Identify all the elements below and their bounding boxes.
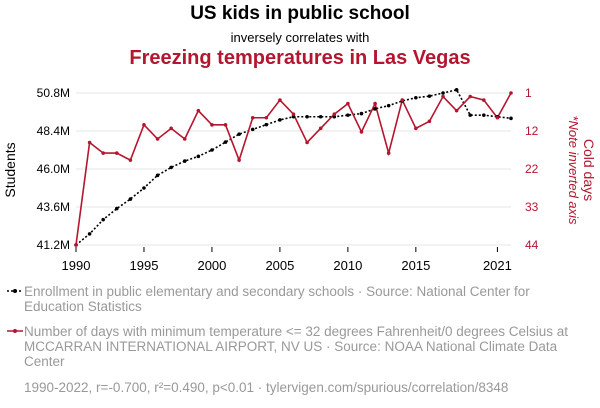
y-tick-right: 44 <box>525 238 539 252</box>
y-tick-left: 43.6M <box>37 200 70 214</box>
footer-stats: 1990-2022, r=-0.700, r²=0.490, p<0.01 · … <box>24 380 509 395</box>
point-students-2010 <box>346 113 350 117</box>
point-students-2003 <box>250 127 255 132</box>
y-tick-right: 12 <box>525 124 539 138</box>
point-cold-days-2006 <box>291 112 296 117</box>
point-cold-days-1990 <box>74 243 78 247</box>
y-tick-right: 33 <box>525 200 539 214</box>
grid <box>76 92 511 246</box>
y-axis-label-right: Cold days <box>581 139 597 201</box>
y-tick-left: 46.0M <box>37 162 70 176</box>
point-students-2008 <box>318 114 323 119</box>
y-axis-label-left: Students <box>2 142 18 197</box>
point-students-1999 <box>196 154 201 159</box>
point-students-2015 <box>414 95 418 100</box>
legend-text-students: Enrollment in public elementary and seco… <box>24 284 530 314</box>
y-tick-right: 22 <box>525 162 539 176</box>
point-cold-days-2000 <box>210 123 214 127</box>
x-tick-label: 1995 <box>130 258 159 273</box>
point-cold-days-2001 <box>223 123 228 127</box>
y-tick-left: 48.4M <box>37 124 70 138</box>
point-cold-days-2022 <box>509 91 513 95</box>
point-cold-days-2005 <box>278 98 282 102</box>
point-students-1995 <box>142 186 146 190</box>
legend-swatch-cold-days <box>7 329 23 333</box>
axes: 50.8M 1 48.4M 12 46.0M 22 43.6M 33 41.2M 44 1990 19… <box>37 86 539 273</box>
x-tick-label: 2015 <box>401 258 430 273</box>
point-students-1998 <box>182 159 187 163</box>
point-students-2011 <box>359 111 364 116</box>
point-students-1997 <box>169 165 173 170</box>
point-cold-days-2008 <box>318 126 323 131</box>
point-students-2013 <box>386 103 391 108</box>
point-cold-days-2010 <box>346 101 350 106</box>
x-tick-label: 2010 <box>333 258 362 273</box>
point-students-2004 <box>264 122 269 127</box>
point-cold-days-2015 <box>414 126 418 131</box>
point-cold-days-2007 <box>305 140 309 145</box>
point-students-2005 <box>278 118 282 122</box>
point-cold-days-1992 <box>101 151 105 155</box>
point-students-2020 <box>482 113 486 117</box>
point-students-2012 <box>373 107 377 111</box>
point-students-1996 <box>155 173 160 178</box>
legend-item-students: Enrollment in public elementary and seco… <box>6 284 591 314</box>
series-points <box>74 88 513 247</box>
legend-item-cold-days: Number of days with minimum temperature … <box>6 324 591 369</box>
point-students-1993 <box>114 206 119 211</box>
point-cold-days-2011 <box>359 130 364 134</box>
point-students-1994 <box>128 197 133 201</box>
point-cold-days-2009 <box>332 112 337 117</box>
x-tick-label: 1990 <box>62 258 91 273</box>
point-cold-days-2018 <box>454 108 459 113</box>
point-cold-days-2012 <box>373 101 377 106</box>
point-students-2000 <box>210 148 214 152</box>
point-cold-days-1991 <box>87 140 92 145</box>
legend-swatch-students <box>7 289 23 293</box>
point-students-2002 <box>237 132 241 136</box>
point-cold-days-1996 <box>155 137 160 141</box>
point-students-2018 <box>454 88 459 92</box>
point-cold-days-2016 <box>427 119 432 124</box>
x-tick-label: 2000 <box>197 258 226 273</box>
chart-subtitle: inversely correlates with <box>230 30 370 45</box>
x-tick-label: 2021 <box>483 258 512 273</box>
point-cold-days-2013 <box>386 151 391 155</box>
point-cold-days-1993 <box>114 151 119 155</box>
y-tick-right: 1 <box>525 86 532 100</box>
y-axis-note-right: *Note inverted axis <box>566 115 581 225</box>
point-students-1991 <box>87 232 92 236</box>
point-cold-days-2021 <box>495 115 500 120</box>
point-students-2016 <box>427 94 432 98</box>
point-students-2022 <box>509 116 513 121</box>
point-students-2001 <box>223 140 228 144</box>
point-students-1992 <box>101 217 105 222</box>
point-cold-days-2020 <box>482 98 486 102</box>
point-cold-days-2019 <box>468 94 473 99</box>
point-cold-days-2002 <box>237 158 241 162</box>
x-tick-label: 2005 <box>265 258 294 273</box>
point-cold-days-1995 <box>142 123 146 127</box>
point-cold-days-1999 <box>196 108 201 113</box>
chart-title-secondary: Freezing temperatures in Las Vegas <box>129 47 471 69</box>
point-cold-days-2017 <box>441 94 445 99</box>
y-tick-left: 41.2M <box>37 238 70 252</box>
point-cold-days-2003 <box>250 115 255 120</box>
point-students-2009 <box>332 114 337 119</box>
point-cold-days-1994 <box>128 158 133 162</box>
legend-text-cold-days: Number of days with minimum temperature … <box>24 324 569 369</box>
point-cold-days-2014 <box>400 98 405 102</box>
point-cold-days-1998 <box>182 137 187 141</box>
point-students-2017 <box>441 91 445 95</box>
point-students-2007 <box>305 114 309 119</box>
point-students-2019 <box>468 113 473 117</box>
point-cold-days-1997 <box>169 126 173 131</box>
point-cold-days-2004 <box>264 115 269 120</box>
chart-title: US kids in public school <box>190 3 410 24</box>
y-tick-left: 50.8M <box>37 86 70 100</box>
point-students-2006 <box>291 114 296 119</box>
